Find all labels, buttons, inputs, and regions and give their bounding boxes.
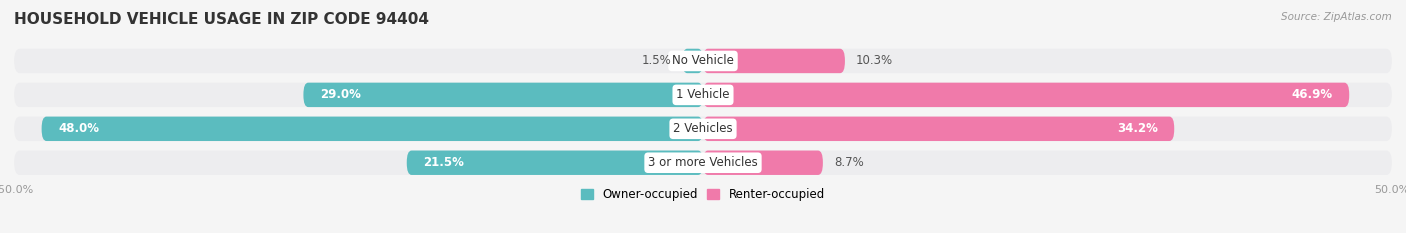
FancyBboxPatch shape — [703, 151, 823, 175]
Text: 1 Vehicle: 1 Vehicle — [676, 88, 730, 101]
FancyBboxPatch shape — [14, 151, 1392, 175]
Text: No Vehicle: No Vehicle — [672, 55, 734, 67]
FancyBboxPatch shape — [703, 49, 845, 73]
Text: 48.0%: 48.0% — [58, 122, 100, 135]
FancyBboxPatch shape — [14, 116, 1392, 141]
Text: 2 Vehicles: 2 Vehicles — [673, 122, 733, 135]
Text: 21.5%: 21.5% — [423, 156, 464, 169]
FancyBboxPatch shape — [14, 83, 1392, 107]
FancyBboxPatch shape — [703, 116, 1174, 141]
FancyBboxPatch shape — [703, 83, 1350, 107]
FancyBboxPatch shape — [682, 49, 703, 73]
FancyBboxPatch shape — [42, 116, 703, 141]
Text: 10.3%: 10.3% — [856, 55, 893, 67]
Text: 29.0%: 29.0% — [321, 88, 361, 101]
Text: Source: ZipAtlas.com: Source: ZipAtlas.com — [1281, 12, 1392, 22]
Text: 8.7%: 8.7% — [834, 156, 863, 169]
Text: 46.9%: 46.9% — [1292, 88, 1333, 101]
Text: 3 or more Vehicles: 3 or more Vehicles — [648, 156, 758, 169]
Text: 34.2%: 34.2% — [1116, 122, 1157, 135]
FancyBboxPatch shape — [304, 83, 703, 107]
FancyBboxPatch shape — [14, 49, 1392, 73]
Legend: Owner-occupied, Renter-occupied: Owner-occupied, Renter-occupied — [581, 188, 825, 201]
Text: 1.5%: 1.5% — [641, 55, 671, 67]
Text: HOUSEHOLD VEHICLE USAGE IN ZIP CODE 94404: HOUSEHOLD VEHICLE USAGE IN ZIP CODE 9440… — [14, 12, 429, 27]
FancyBboxPatch shape — [406, 151, 703, 175]
